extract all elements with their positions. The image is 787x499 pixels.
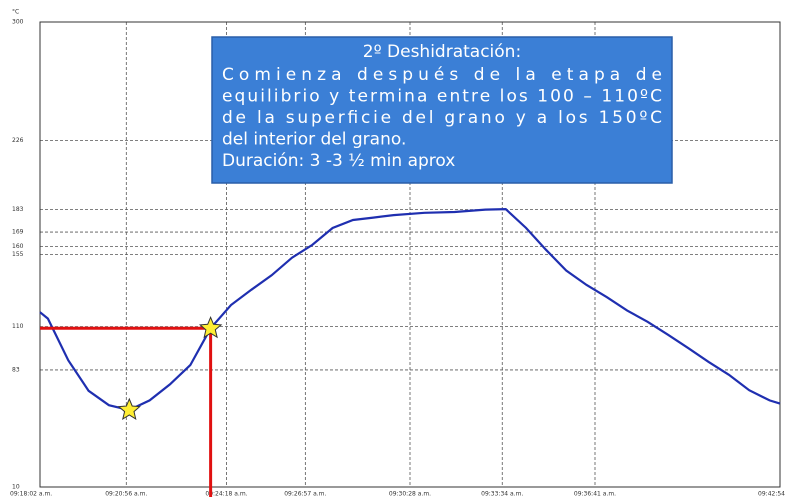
y-tick-label: 160 [12, 243, 24, 250]
line [39, 207, 781, 412]
y-tick-label: 10 [12, 484, 20, 491]
x-tick-label: 09:33:34 a.m. [481, 491, 523, 498]
y-tick-label: 169 [12, 229, 24, 236]
annotation-line: equilibrio y termina entre los 100 – 110… [222, 87, 662, 107]
y-tick-label: 300 [12, 19, 24, 26]
plot-frame [39, 21, 781, 488]
annotation-line: Duración: 3 -3 ½ min aprox [222, 151, 455, 171]
x-tick-label: 09:36:41 a.m. [574, 491, 616, 498]
y-tick-label: 110 [12, 323, 24, 330]
x-tick-label: 09:24:18 a.m. [205, 491, 247, 498]
annotation-line: Comienza después de la etapa de [222, 65, 662, 85]
y-tick-label: 83 [12, 366, 20, 373]
x-tick-label: 09:26:57 a.m. [284, 491, 326, 498]
y-unit: °C [12, 9, 19, 16]
y-tick-label: 226 [12, 137, 24, 144]
annotation-box [211, 36, 673, 184]
x-tick-label: 09:30:28 a.m. [389, 491, 431, 498]
x-tick-label: 09:20:56 a.m. [105, 491, 147, 498]
x-tick-label: 09:18:02 a.m. [10, 491, 52, 498]
annotation-line: del interior del grano. [222, 130, 406, 150]
y-tick-label: 183 [12, 206, 24, 213]
annotation-title: 2º Deshidratación: [363, 42, 521, 62]
x-tick-label: 09:42:54 [758, 491, 785, 498]
star-marker [198, 315, 223, 339]
star-marker [117, 397, 141, 420]
y-tick-label: 155 [12, 251, 24, 258]
